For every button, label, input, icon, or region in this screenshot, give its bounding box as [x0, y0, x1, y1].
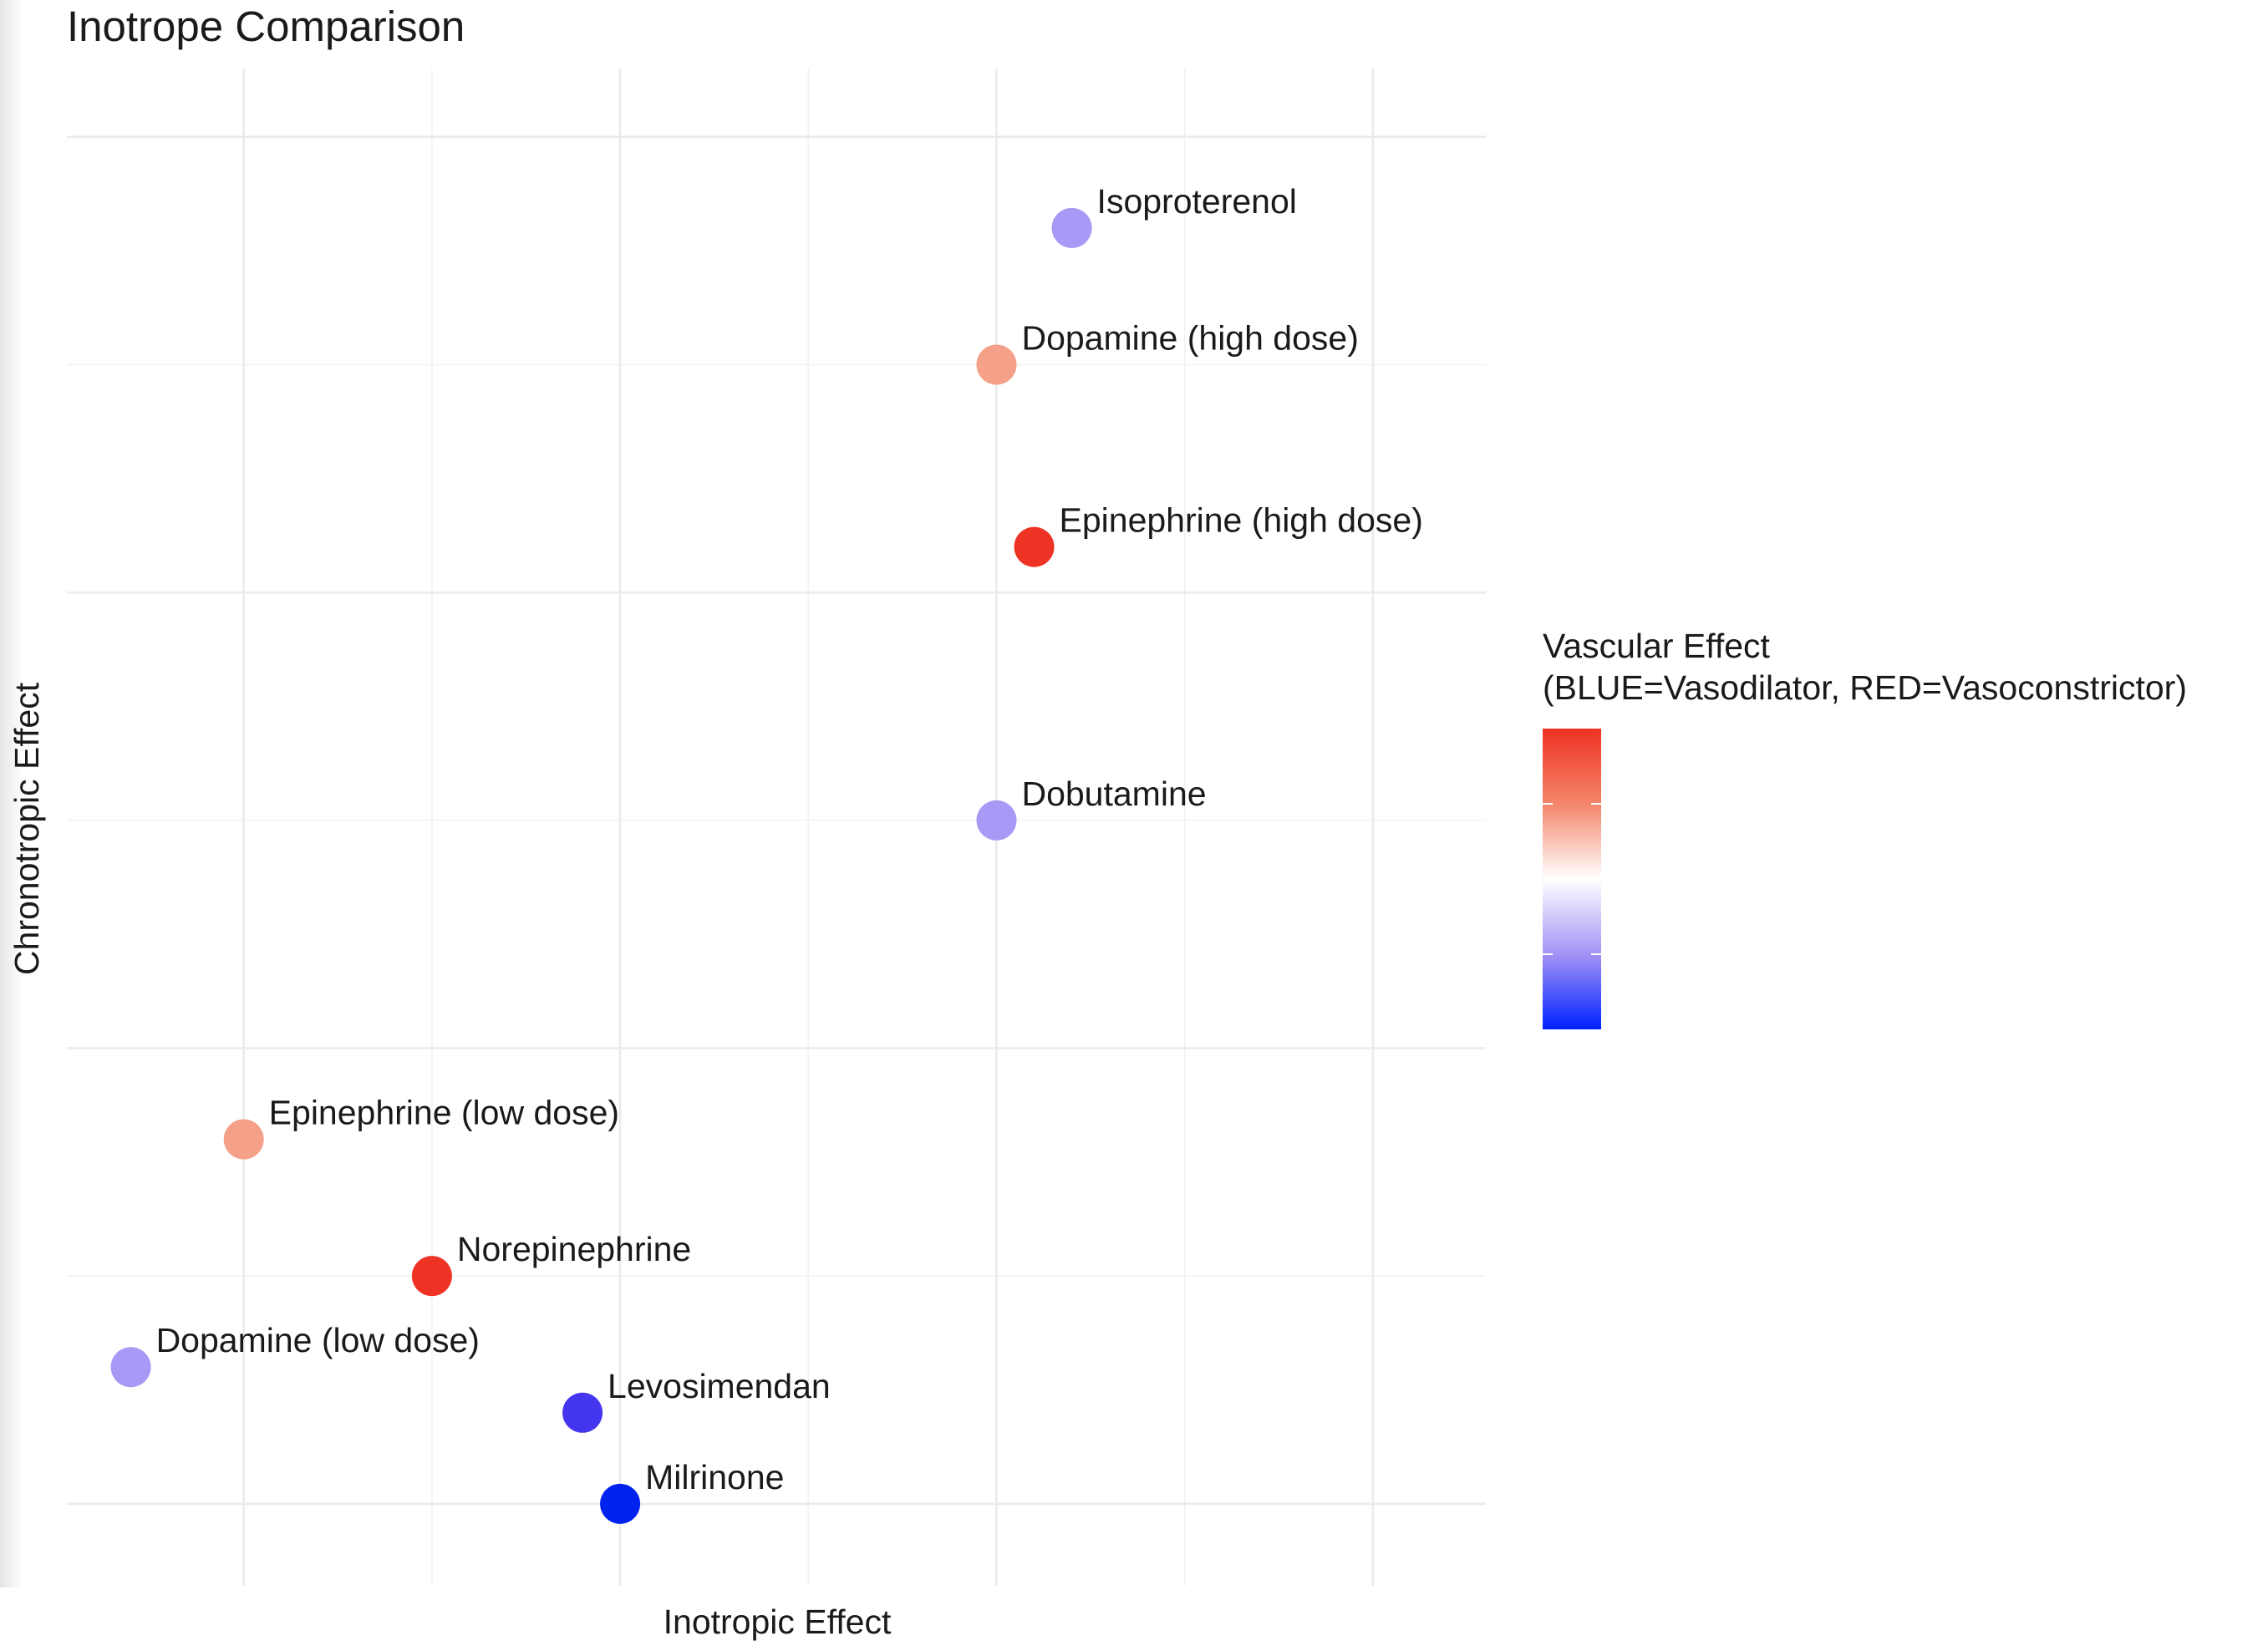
y-axis-label: Chronotropic Effect [8, 682, 46, 975]
point-label: Milrinone [645, 1458, 784, 1496]
data-point [976, 344, 1017, 385]
point-label: Dopamine (high dose) [1021, 318, 1358, 357]
point-label: Levosimendan [608, 1367, 831, 1405]
data-points [110, 207, 1092, 1524]
data-point [976, 800, 1017, 841]
legend-colorbar [1543, 729, 1601, 1029]
legend-tick [1543, 953, 1553, 955]
legend-title-line2: (BLUE=Vasodilator, RED=Vasoconstrictor) [1543, 668, 2187, 707]
data-point [600, 1483, 641, 1524]
point-labels: Isoproterenol Dopamine (high dose) Epineph… [156, 182, 1423, 1496]
minor-gridlines [67, 69, 1486, 1586]
major-gridlines [67, 69, 1486, 1586]
point-label: Dobutamine [1021, 775, 1206, 813]
legend-tick [1543, 878, 1553, 880]
legend-tick [1591, 878, 1601, 880]
chart-title: Inotrope Comparison [67, 3, 465, 50]
point-label: Isoproterenol [1097, 182, 1297, 221]
point-label: Norepinephrine [457, 1230, 691, 1268]
legend-tick [1543, 803, 1553, 805]
point-label: Epinephrine (low dose) [269, 1094, 619, 1132]
window-edge-shadow [0, 0, 23, 1588]
legend-title-line1: Vascular Effect [1543, 627, 1770, 665]
point-label: Epinephrine (high dose) [1060, 501, 1423, 540]
data-point [1014, 526, 1055, 567]
data-point [562, 1392, 603, 1433]
data-point [223, 1119, 264, 1160]
data-point [411, 1256, 452, 1297]
data-point [1051, 207, 1092, 248]
color-legend: Vascular Effect (BLUE=Vasodilator, RED=V… [1543, 625, 2187, 1029]
x-axis-label: Inotropic Effect [664, 1603, 892, 1641]
point-label: Dopamine (low dose) [156, 1321, 480, 1359]
legend-tick [1591, 953, 1601, 955]
data-point [110, 1347, 151, 1388]
legend-tick [1591, 803, 1601, 805]
